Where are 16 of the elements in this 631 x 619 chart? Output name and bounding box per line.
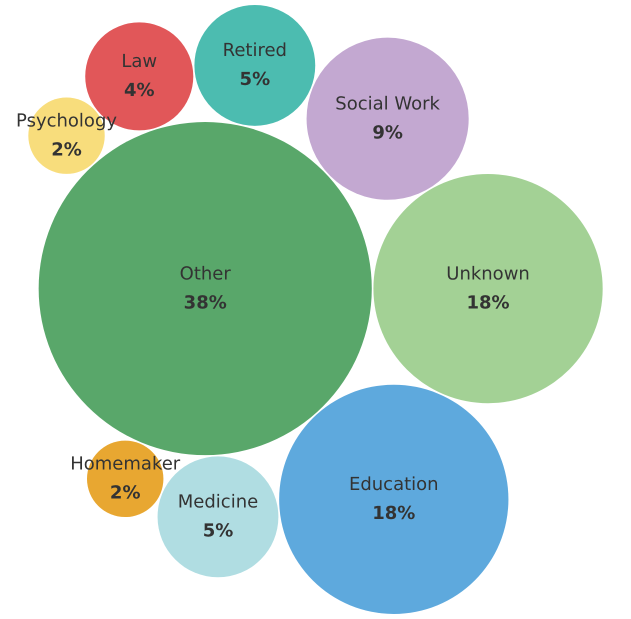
category-label: Retired (222, 40, 287, 62)
category-label: Other (180, 263, 232, 284)
data-label: 2% (110, 482, 140, 504)
data-label: 4% (124, 80, 155, 102)
category-label: Unknown (446, 263, 530, 284)
data-label: 38% (184, 292, 227, 314)
category-label: Medicine (178, 492, 258, 512)
data-label: 18% (466, 292, 510, 314)
data-label: 2% (51, 139, 82, 160)
category-label: Law (121, 51, 158, 72)
data-label: 5% (240, 69, 270, 90)
data-label: 18% (372, 503, 416, 524)
data-label: 5% (202, 520, 234, 542)
category-label: Social Work (335, 93, 441, 114)
data-label: 9% (372, 122, 403, 144)
category-label: Education (348, 474, 439, 496)
